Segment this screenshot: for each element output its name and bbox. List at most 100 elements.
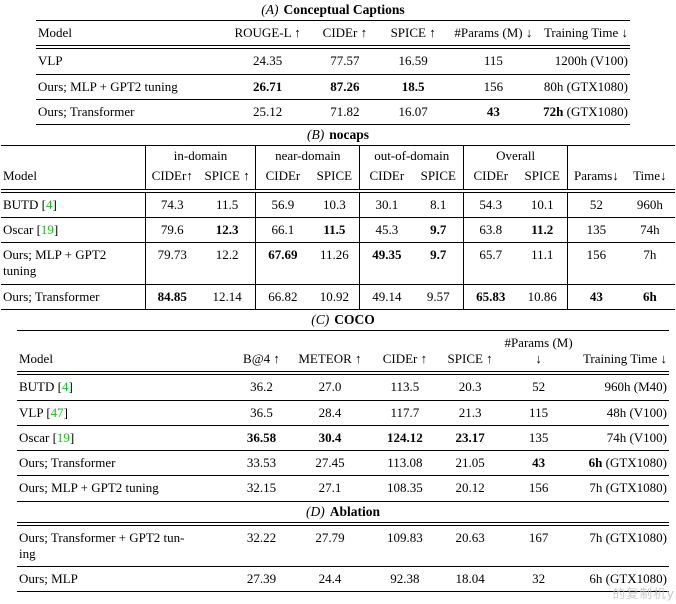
table-caption-c: (C) COCO [17,312,669,328]
column-header-row: Model ROUGE-L ↑ CIDEr ↑ SPICE ↑ #Params (M) … [36,20,630,50]
value-cell: 156 [445,73,541,100]
value-cell: 79.73 [145,242,199,284]
value-cell: 66.82 [255,283,310,310]
value-cell: 49.35 [359,242,414,284]
table-row: BUTD [4] 74.3 11.5 56.9 10.3 30.1 8.1 54.3 10.1 5… [1,190,675,218]
citation-number: 4 [45,196,53,212]
value-cell: 11.5 [198,190,257,218]
section-nocaps: (B) nocaps in-domain near-domain out-of-dom… [0,127,676,310]
model-cell: Ours; MLP + GPT2 tuning [36,73,227,100]
value-cell: 7h (GTX1080) [577,475,669,502]
value-cell: 80h (GTX1080) [540,73,630,100]
value-cell: 11.5 [309,216,361,243]
column-header: Training Time ↓ [577,329,669,376]
table-row: VLP [47] 36.5 28.4 117.7 21.3 115 48h (V100) [17,399,669,426]
value-cell: 135 [499,424,578,451]
value-cell: 115 [483,53,503,69]
model-cell: BUTD [4] [1,190,146,218]
model-cell: Oscar [19] [1,216,146,243]
value-cell: 20.3 [458,379,482,395]
column-header-row: Model B@4 ↑ METEOR ↑ CIDEr ↑ SPICE ↑ #Params … [17,329,669,376]
value-cell: 36.2 [250,379,273,395]
value-cell: 77.57 [330,53,360,69]
table-caption-d: (D) Ablation [17,504,669,520]
value-cell: 6h (GTX1080) [577,449,669,476]
caption-label: (C) [311,311,330,327]
table-row: Ours; Transformer 25.12 71.82 16.07 43 72h (G… [36,98,630,126]
model-cell: VLP [38,53,63,69]
section-ablation: (D) Ablation Ours; Transformer + GPT2 tun… [0,504,676,593]
value-cell: 32 [499,565,578,593]
model-cell: Ours; MLP [17,565,233,593]
column-group-header [1,145,146,165]
value-cell: 7h [624,242,675,284]
citation-number: 4 [61,379,69,395]
value-cell: 45.3 [359,216,414,243]
value-cell: 7h (GTX1080) [577,521,669,567]
column-group-header: in-domain [145,145,257,165]
value-cell: 66.1 [255,216,310,243]
value-cell: 12.2 [198,242,257,284]
column-header: #Params (M) ↓ [445,20,541,50]
column-group-header: out-of-domain [359,145,465,165]
value-cell: 11.2 [517,216,569,243]
value-cell: 33.53 [232,449,291,476]
column-header: CIDEr ↑ [369,329,441,376]
table-row: Ours; MLP + GPT2 tuning 32.15 27.1 108.35 20… [17,475,669,502]
table-row: Ours; Transformer + GPT2 tun-ing 32.22 27.… [17,521,669,567]
column-header: CIDEr ↑ [309,20,381,50]
column-group-header: near-domain [255,145,361,165]
value-cell: 156 [499,475,578,502]
value-cell: 108.35 [369,475,441,502]
model-cell: Oscar [19] [17,424,233,451]
value-cell: 9.7 [413,242,465,284]
value-cell: 21.05 [440,449,500,476]
column-header: CIDEr↑ [145,164,199,193]
value-cell: 24.35 [253,53,283,69]
value-cell: 36.58 [232,424,291,451]
value-cell: 74h [624,216,675,243]
value-cell: 10.92 [309,283,361,310]
caption-title: Conceptual Captions [283,2,405,17]
value-cell: 12.14 [198,283,257,310]
value-cell: 8.1 [413,190,465,218]
value-cell: 71.82 [309,98,381,126]
column-header-row: Model CIDEr↑ SPICE ↑ CIDEr SPICE CIDEr SPICE CI… [1,164,675,193]
column-header: B@4 ↑ [232,329,291,376]
column-header: SPICE ↑ [380,20,446,50]
value-cell: 113.08 [369,449,441,476]
column-group-row: in-domain near-domain out-of-domain Overall [1,145,675,165]
value-cell: 65.83 [463,283,518,310]
value-cell: 54.3 [479,196,503,212]
value-cell: 10.86 [517,283,569,310]
value-cell: 49.14 [359,283,414,310]
table-row: Ours; Transformer 84.85 12.14 66.82 10.92 49.… [1,283,675,310]
value-cell: 30.1 [375,196,399,212]
value-cell: 10.1 [517,190,569,218]
table-nocaps: in-domain near-domain out-of-domain Overall… [1,145,675,310]
value-cell: 960h (M40) [604,379,667,395]
column-header: Time↓ [624,164,675,193]
value-cell: 6h [624,283,675,310]
value-cell: 72h (GTX1080) [540,98,630,126]
value-cell: 20.12 [440,475,500,502]
value-cell: 67.69 [255,242,310,284]
model-cell: BUTD [4] [19,379,73,395]
value-cell: 52 [532,379,546,395]
value-cell: 63.8 [463,216,518,243]
column-header: CIDEr [359,164,414,193]
caption-title: COCO [334,311,375,327]
value-cell: 30.4 [290,424,370,451]
value-cell: 56.9 [271,196,295,212]
value-cell: 28.4 [290,399,370,426]
value-cell: 135 [567,216,625,243]
value-cell: 32.22 [232,521,291,567]
section-coco: (C) COCO Model B@4 ↑ METEOR ↑ CIDEr ↑ SPICE ↑… [0,312,676,502]
column-header: Model [36,20,227,50]
model-cell: Ours; Transformer + GPT2 tun-ing [17,521,233,567]
table-caption-a: (A) Conceptual Captions [36,2,630,18]
value-cell: 84.85 [145,283,199,310]
column-header: Training Time ↓ [540,20,630,50]
caption-label: (A) [261,2,279,17]
